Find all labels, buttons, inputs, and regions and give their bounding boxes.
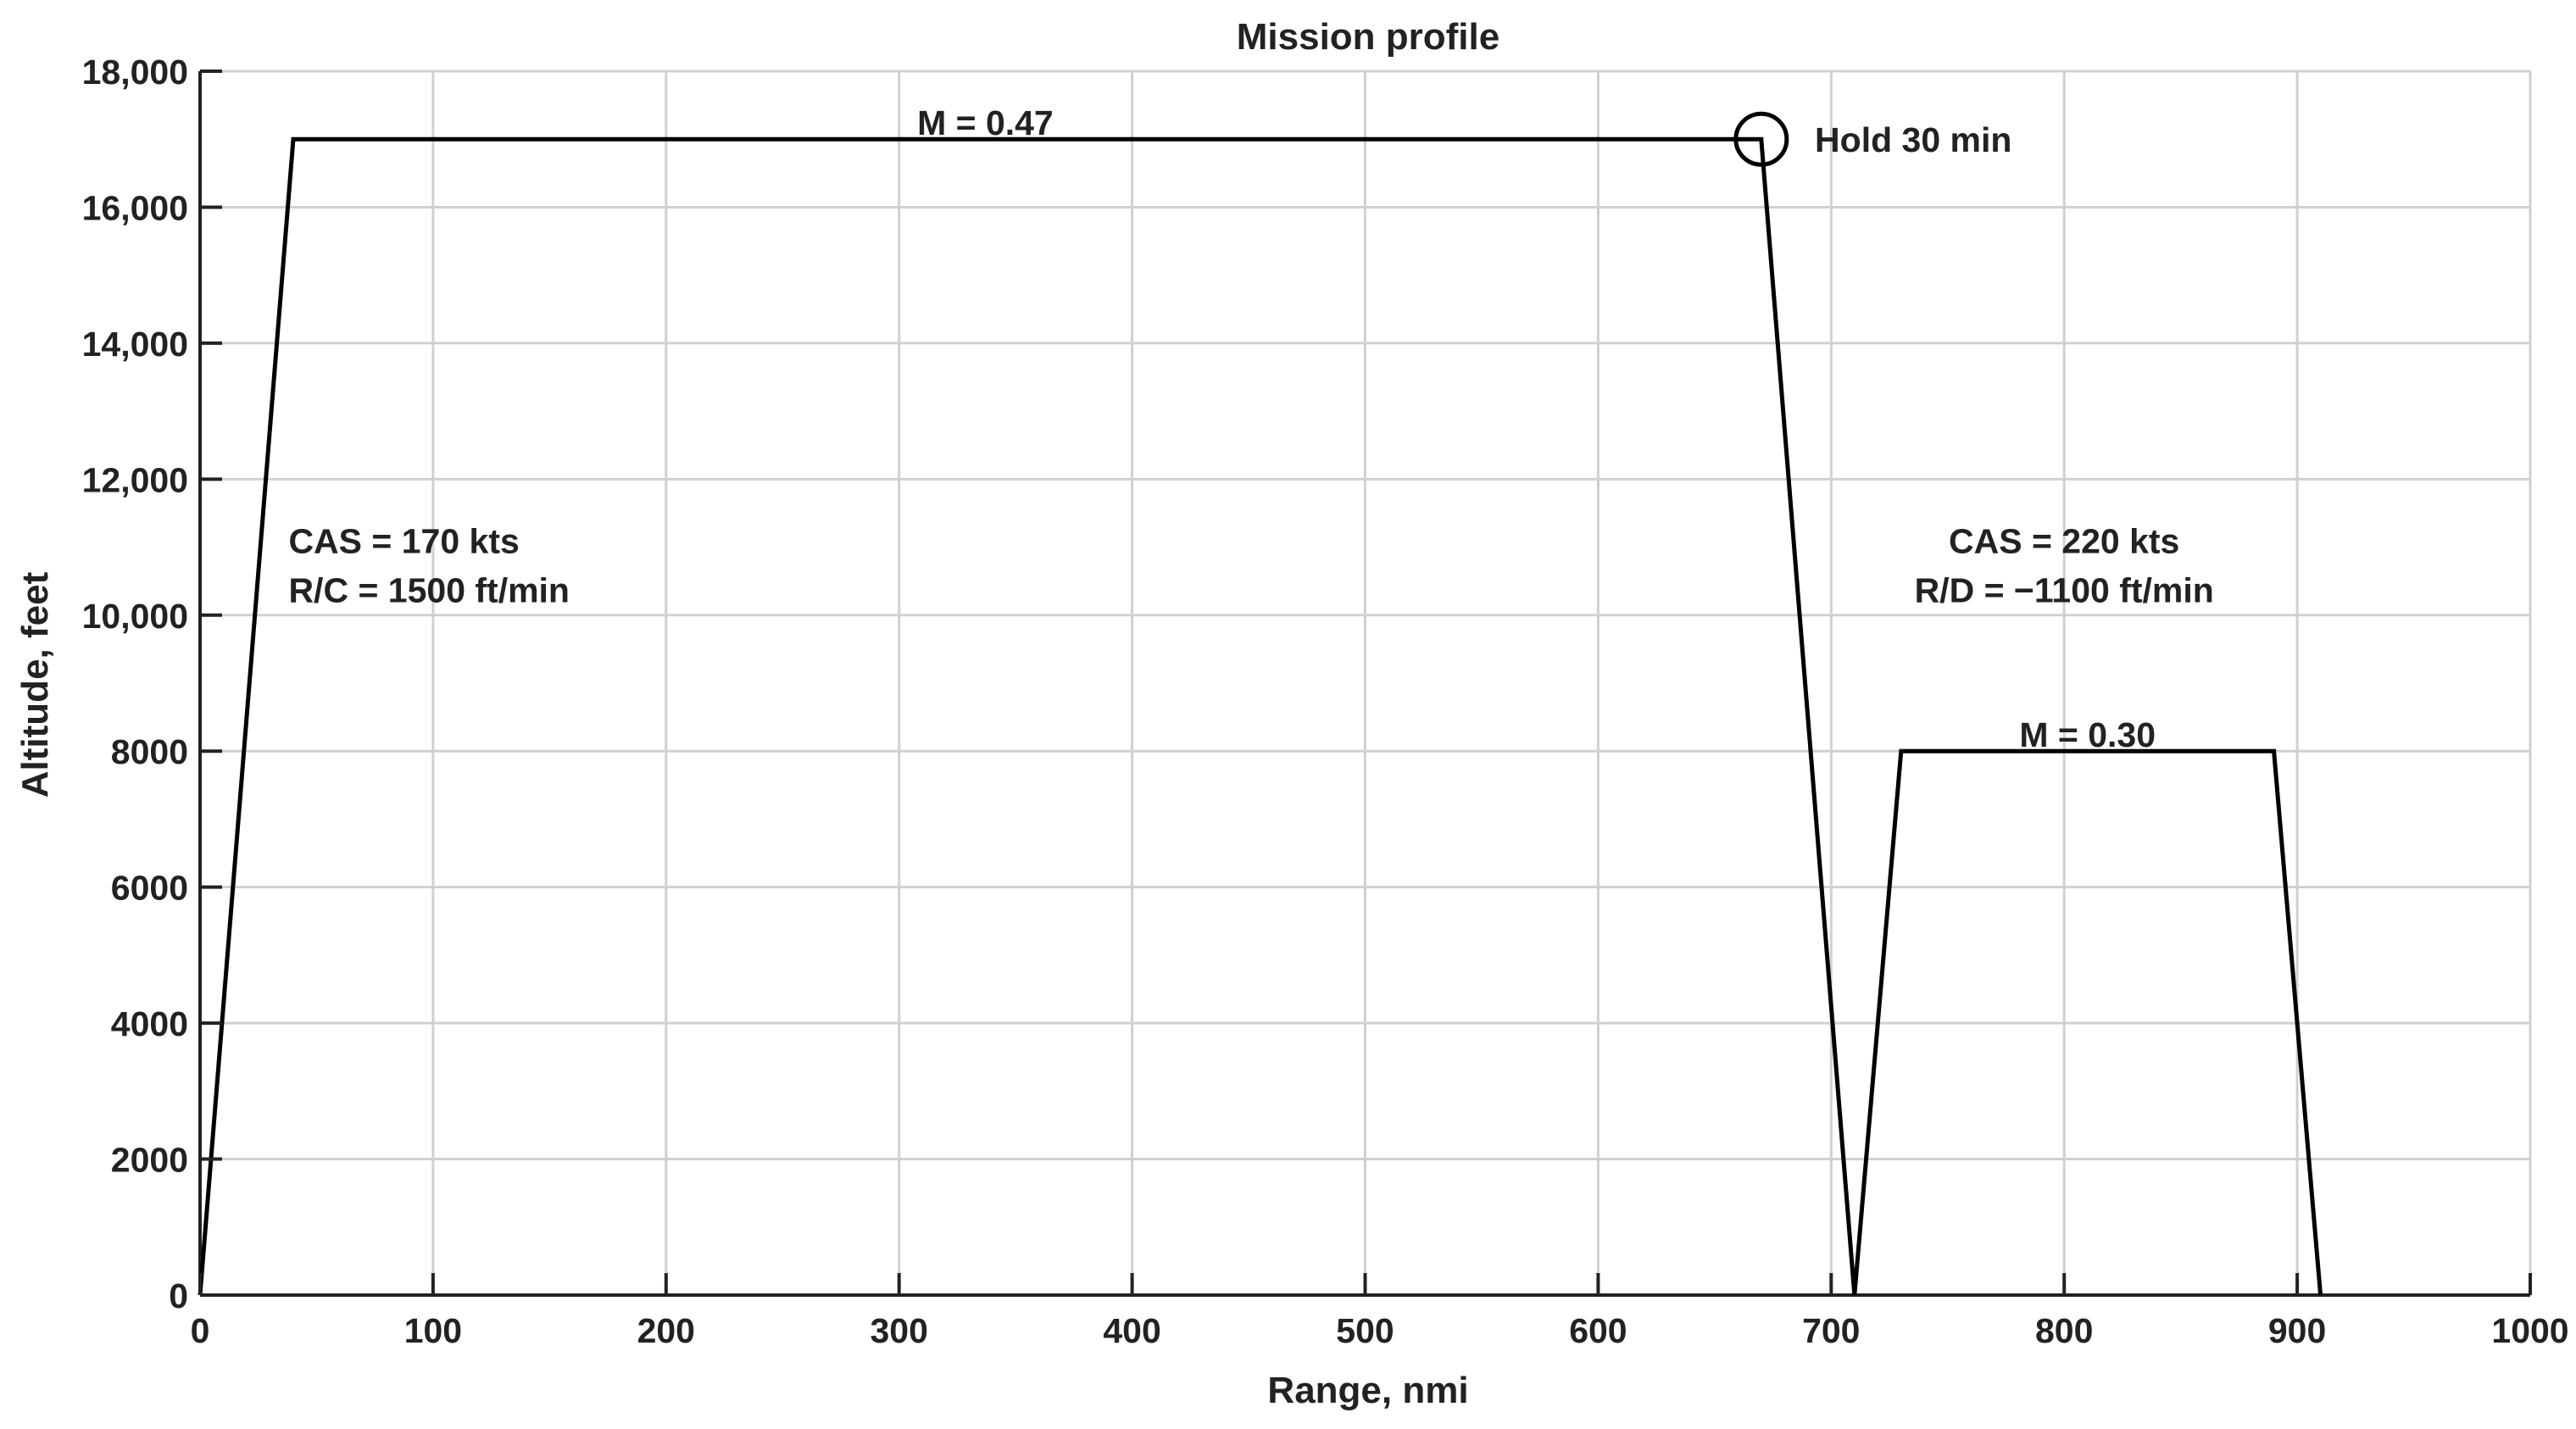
x-axis-ticks: 0 100 200 300 400 500 600 700 800 900 1000 [191, 1273, 2569, 1350]
y-tick-label-3: 6000 [111, 869, 188, 908]
y-tick-label-8: 16,000 [82, 188, 188, 227]
y-tick-label-6: 12,000 [82, 460, 188, 499]
annotation-hold: Hold 30 min [1815, 120, 2011, 159]
x-tick-label-1: 100 [404, 1311, 462, 1350]
y-axis-ticks: 0 2000 4000 6000 8000 10,000 12,000 14,000 16,00… [82, 53, 222, 1315]
mission-profile-line-0 [198, 136, 2323, 1296]
x-tick-label-9: 900 [2268, 1311, 2326, 1350]
x-tick-label-4: 400 [1103, 1311, 1160, 1350]
series-layer [198, 136, 2323, 1296]
x-tick-label-3: 300 [870, 1311, 927, 1350]
y-tick-label-9: 18,000 [82, 53, 188, 92]
x-tick-label-7: 700 [1802, 1311, 1860, 1350]
x-tick-label-10: 1000 [2491, 1311, 2568, 1350]
y-tick-label-7: 14,000 [82, 325, 188, 364]
annotation-cruise-mach: M = 0.47 [917, 103, 1054, 142]
x-tick-label-0: 0 [191, 1311, 210, 1350]
annotation-second-cruise-mach: M = 0.30 [2019, 715, 2156, 754]
annotation-descent-rate: R/D = −1100 ft/min [1915, 570, 2214, 609]
annotation-climb-cas: CAS = 170 kts [288, 522, 519, 561]
grid-lines [200, 71, 2530, 1295]
markers-layer [1733, 111, 1789, 167]
annotation-descent-cas: CAS = 220 kts [1949, 522, 2179, 561]
y-tick-label-4: 8000 [111, 732, 188, 771]
y-tick-label-2: 4000 [111, 1004, 188, 1043]
x-tick-label-6: 600 [1569, 1311, 1627, 1350]
x-tick-label-5: 500 [1336, 1311, 1394, 1350]
y-tick-label-1: 2000 [111, 1141, 188, 1180]
x-axis-label: Range, nmi [1267, 1370, 1468, 1411]
hold-marker-0 [1733, 111, 1789, 167]
annotation-climb-rate: R/C = 1500 ft/min [288, 570, 570, 609]
chart-title: Mission profile [1237, 16, 1499, 58]
annotations-layer: M = 0.47 Hold 30 min CAS = 170 kts R/C = 15… [288, 103, 2213, 754]
y-axis-label: Altitude, feet [14, 571, 56, 798]
y-tick-label-0: 0 [169, 1276, 188, 1315]
x-tick-label-2: 200 [637, 1311, 695, 1350]
y-tick-label-5: 10,000 [82, 597, 188, 636]
x-tick-label-8: 800 [2035, 1311, 2093, 1350]
